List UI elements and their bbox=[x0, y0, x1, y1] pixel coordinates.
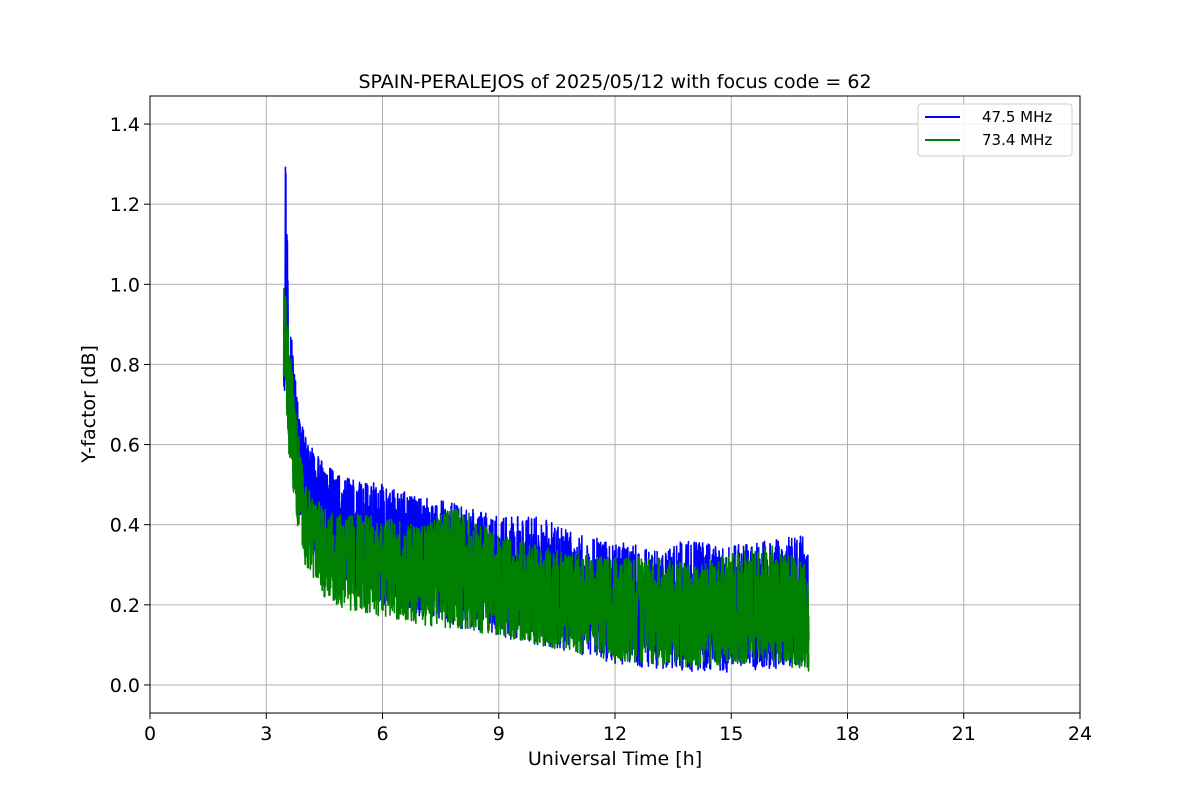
x-tick-label: 3 bbox=[260, 723, 272, 745]
legend: 47.5 MHz 73.4 MHz bbox=[917, 103, 1073, 157]
axis-ticks: 0 3 6 9 12 15 18 21 24 0.0 0.2 0.4 0.6 0.8 1.0 1.2 1.4 bbox=[110, 114, 1092, 745]
y-tick-label: 1.0 bbox=[110, 274, 140, 296]
x-tick-label: 0 bbox=[144, 723, 156, 745]
x-tick-label: 15 bbox=[719, 723, 743, 745]
series-line-73-4-mhz bbox=[282, 287, 810, 672]
y-tick-label: 0.4 bbox=[110, 515, 140, 537]
y-tick-label: 0.0 bbox=[110, 675, 140, 697]
y-tick-label: 1.4 bbox=[110, 114, 140, 136]
x-tick-label: 24 bbox=[1068, 723, 1092, 745]
x-tick-label: 18 bbox=[835, 723, 859, 745]
y-tick-label: 0.2 bbox=[110, 595, 140, 617]
plot-data bbox=[282, 166, 810, 673]
x-tick-label: 12 bbox=[603, 723, 627, 745]
legend-label-73-4-mhz: 73.4 MHz bbox=[982, 131, 1052, 149]
x-tick-label: 21 bbox=[952, 723, 976, 745]
chart-title: SPAIN-PERALEJOS of 2025/05/12 with focus… bbox=[358, 71, 871, 93]
y-tick-label: 0.8 bbox=[110, 354, 140, 376]
x-tick-label: 6 bbox=[376, 723, 388, 745]
x-axis-title: Universal Time [h] bbox=[528, 748, 702, 770]
legend-label-47-5-mhz: 47.5 MHz bbox=[982, 108, 1052, 126]
y-tick-label: 0.6 bbox=[110, 435, 140, 457]
y-axis-title: Y-factor [dB] bbox=[78, 345, 100, 464]
x-tick-label: 9 bbox=[493, 723, 505, 745]
y-tick-label: 1.2 bbox=[110, 194, 140, 216]
